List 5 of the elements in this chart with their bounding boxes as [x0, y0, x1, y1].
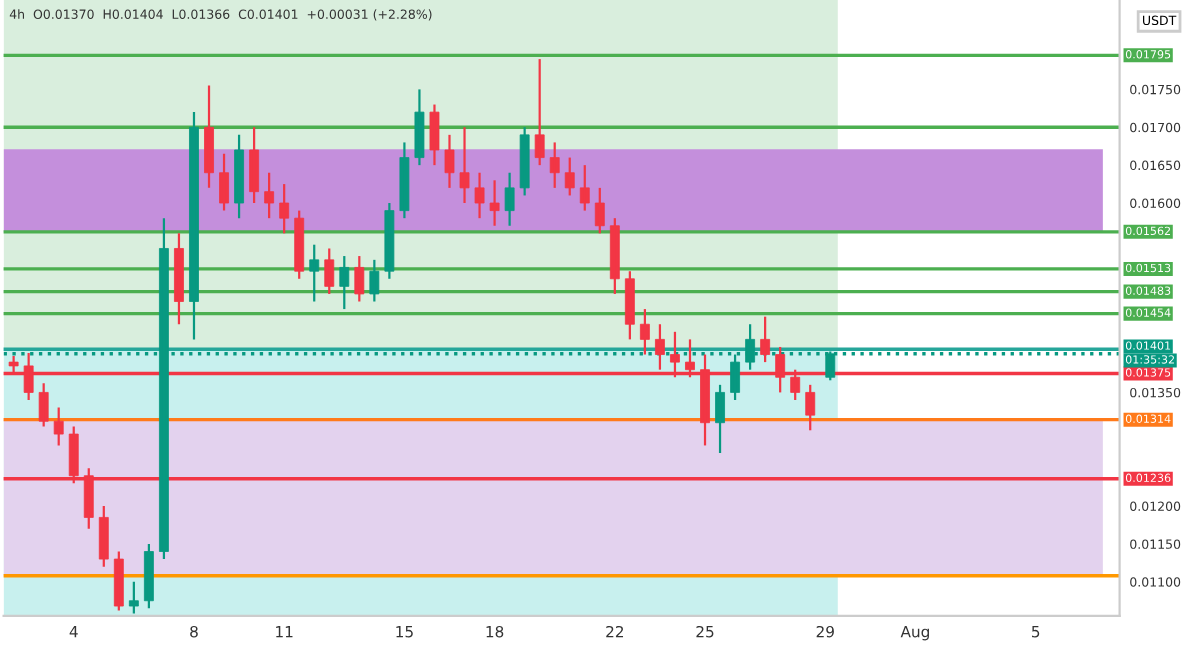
candlestick — [519, 126, 530, 197]
candlestick — [128, 580, 139, 615]
candlestick — [369, 258, 380, 303]
candlestick — [504, 171, 515, 227]
candlestick — [384, 201, 395, 280]
